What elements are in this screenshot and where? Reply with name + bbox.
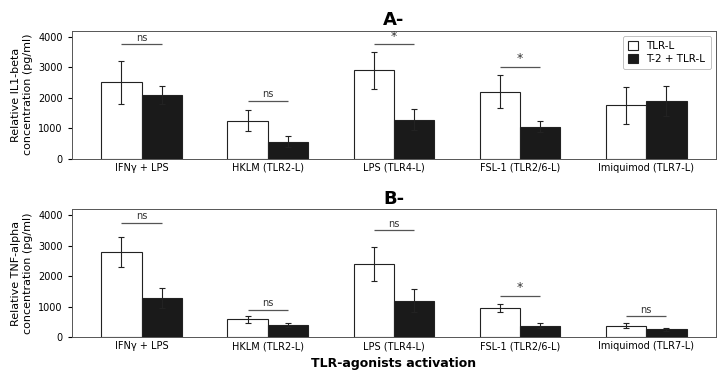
Bar — [142, 298, 182, 337]
Y-axis label: Relative TNF-alpha
concentration (pg/ml): Relative TNF-alpha concentration (pg/ml) — [11, 212, 33, 334]
Text: ns: ns — [640, 37, 652, 47]
Bar — [228, 121, 268, 159]
X-axis label: TLR-agonists activation: TLR-agonists activation — [311, 357, 476, 370]
Bar — [101, 252, 142, 337]
Y-axis label: Relative IL1-beta
concentration (pg/ml): Relative IL1-beta concentration (pg/ml) — [11, 34, 33, 155]
Text: ns: ns — [136, 32, 148, 43]
Bar — [268, 325, 308, 337]
Bar — [520, 127, 561, 159]
Bar — [520, 326, 561, 337]
Bar — [394, 120, 434, 159]
Bar — [480, 308, 520, 337]
Bar — [646, 101, 686, 159]
Bar — [646, 329, 686, 337]
Text: ns: ns — [262, 298, 273, 308]
Bar — [228, 320, 268, 337]
Title: A-: A- — [383, 11, 405, 29]
Bar — [353, 70, 394, 159]
Title: B-: B- — [383, 190, 404, 208]
Text: *: * — [517, 281, 523, 294]
Bar — [394, 301, 434, 337]
Text: ns: ns — [136, 211, 148, 221]
Bar — [606, 106, 646, 159]
Bar — [101, 83, 142, 159]
Bar — [268, 142, 308, 159]
Bar — [353, 264, 394, 337]
Text: *: * — [517, 53, 523, 66]
Text: ns: ns — [262, 89, 273, 99]
Text: *: * — [391, 30, 397, 43]
Bar — [142, 95, 182, 159]
Text: ns: ns — [388, 219, 400, 229]
Bar — [606, 326, 646, 337]
Text: ns: ns — [640, 304, 652, 315]
Legend: TLR-L, T-2 + TLR-L: TLR-L, T-2 + TLR-L — [622, 36, 711, 69]
Bar — [480, 92, 520, 159]
